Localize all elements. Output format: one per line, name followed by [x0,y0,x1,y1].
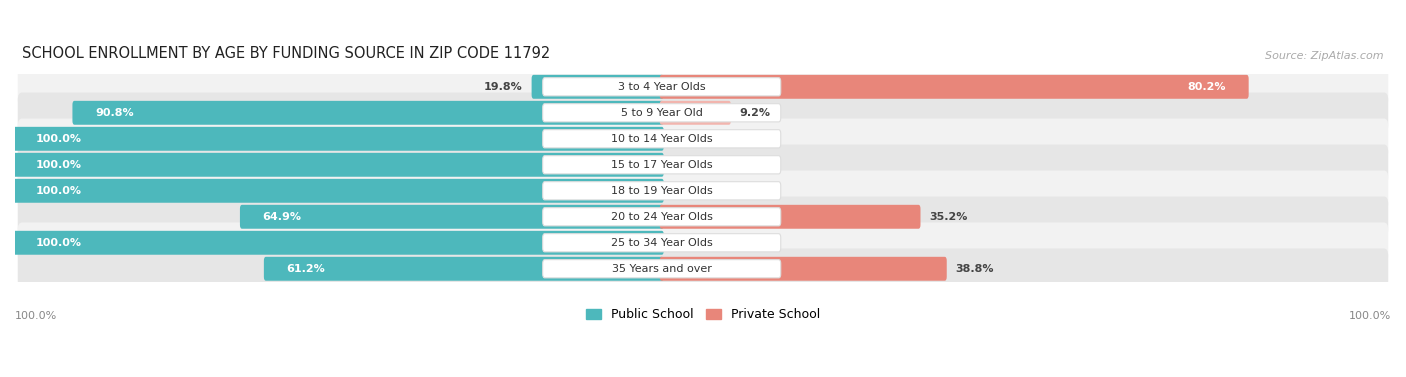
Text: 64.9%: 64.9% [263,212,302,222]
FancyBboxPatch shape [543,208,780,226]
Text: 3 to 4 Year Olds: 3 to 4 Year Olds [617,82,706,92]
Text: 100.0%: 100.0% [35,160,82,170]
Text: 35 Years and over: 35 Years and over [612,264,711,274]
Text: 15 to 17 Year Olds: 15 to 17 Year Olds [612,160,713,170]
FancyBboxPatch shape [18,248,1388,289]
FancyBboxPatch shape [543,104,780,122]
Text: 35.2%: 35.2% [929,212,967,222]
FancyBboxPatch shape [543,234,780,252]
FancyBboxPatch shape [543,260,780,278]
FancyBboxPatch shape [18,66,1388,107]
FancyBboxPatch shape [18,92,1388,133]
Text: 19.8%: 19.8% [484,82,523,92]
FancyBboxPatch shape [13,127,664,151]
Text: 20 to 24 Year Olds: 20 to 24 Year Olds [610,212,713,222]
FancyBboxPatch shape [73,101,664,125]
Text: Source: ZipAtlas.com: Source: ZipAtlas.com [1265,51,1384,61]
FancyBboxPatch shape [13,231,664,255]
Text: 18 to 19 Year Olds: 18 to 19 Year Olds [610,186,713,196]
Text: 100.0%: 100.0% [1348,311,1391,321]
FancyBboxPatch shape [18,144,1388,185]
FancyBboxPatch shape [543,182,780,200]
FancyBboxPatch shape [18,196,1388,237]
FancyBboxPatch shape [543,78,780,96]
Text: 80.2%: 80.2% [1188,82,1226,92]
Text: 25 to 34 Year Olds: 25 to 34 Year Olds [610,238,713,248]
FancyBboxPatch shape [18,170,1388,211]
Text: 100.0%: 100.0% [35,186,82,196]
FancyBboxPatch shape [531,75,664,99]
FancyBboxPatch shape [543,130,780,148]
Text: SCHOOL ENROLLMENT BY AGE BY FUNDING SOURCE IN ZIP CODE 11792: SCHOOL ENROLLMENT BY AGE BY FUNDING SOUR… [22,46,550,61]
Text: 38.8%: 38.8% [956,264,994,274]
FancyBboxPatch shape [13,179,664,203]
Legend: Public School, Private School: Public School, Private School [586,308,820,321]
FancyBboxPatch shape [659,75,1249,99]
FancyBboxPatch shape [18,118,1388,159]
Text: 61.2%: 61.2% [287,264,325,274]
Text: 100.0%: 100.0% [35,134,82,144]
FancyBboxPatch shape [659,101,731,125]
FancyBboxPatch shape [659,205,921,229]
Text: 100.0%: 100.0% [35,238,82,248]
FancyBboxPatch shape [264,257,664,281]
FancyBboxPatch shape [659,257,946,281]
FancyBboxPatch shape [18,222,1388,263]
Text: 90.8%: 90.8% [96,108,134,118]
FancyBboxPatch shape [543,156,780,174]
FancyBboxPatch shape [13,153,664,177]
Text: 100.0%: 100.0% [15,311,58,321]
Text: 10 to 14 Year Olds: 10 to 14 Year Olds [612,134,713,144]
Text: 5 to 9 Year Old: 5 to 9 Year Old [621,108,703,118]
Text: 9.2%: 9.2% [740,108,770,118]
FancyBboxPatch shape [240,205,664,229]
